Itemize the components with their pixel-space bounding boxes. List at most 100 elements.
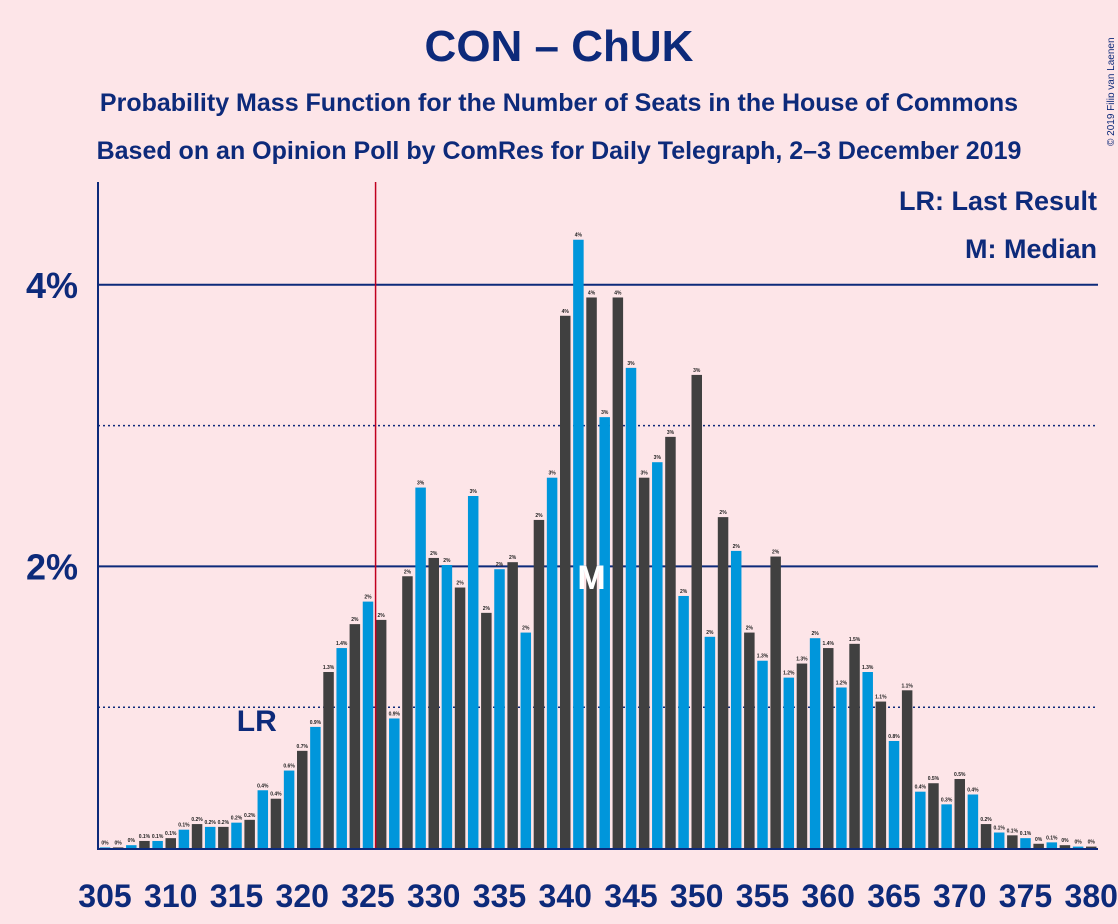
bar xyxy=(139,840,150,848)
bar-value-label: 2% xyxy=(351,617,359,623)
bar-value-label: 0.9% xyxy=(389,711,401,717)
bar xyxy=(481,612,492,848)
bar xyxy=(560,315,571,848)
bar xyxy=(901,690,913,848)
bar-value-label: 0% xyxy=(1074,840,1082,846)
legend-entry: LR: Last Result xyxy=(899,186,1097,216)
bar-value-label: 1.2% xyxy=(836,680,848,686)
bar-value-label: 0.1% xyxy=(178,823,190,829)
axes: 2% 4% 305 310 315 320 325 330 335 340 345 350 355 360… xyxy=(26,182,1118,914)
bar xyxy=(494,569,505,848)
legend-entry: M: Median xyxy=(965,234,1097,264)
last-result-label: LR xyxy=(237,705,277,738)
bar xyxy=(638,477,650,848)
bar xyxy=(178,829,190,848)
x-tick-label: 305 xyxy=(78,878,131,914)
bar-value-label: 4% xyxy=(588,290,596,296)
bar xyxy=(691,374,702,848)
x-tick-label: 330 xyxy=(407,878,460,914)
bar xyxy=(454,587,466,848)
bar-value-label: 3% xyxy=(627,361,635,367)
bar xyxy=(112,847,124,848)
bar xyxy=(836,687,847,848)
bar-value-label: 0% xyxy=(1061,838,1069,844)
bar-value-label: 2% xyxy=(522,626,530,632)
bar xyxy=(875,701,887,848)
bar xyxy=(599,417,610,848)
bar-value-label: 0.1% xyxy=(165,831,177,837)
bar xyxy=(625,367,637,848)
chart-subtitle: Probability Mass Function for the Number… xyxy=(99,89,1019,117)
bar xyxy=(1072,846,1084,848)
bar-value-label: 0.2% xyxy=(204,820,216,826)
bar-value-label: 1.1% xyxy=(875,695,887,701)
x-tick-label: 360 xyxy=(802,878,855,914)
bar-value-label: 2% xyxy=(404,569,412,575)
bar xyxy=(336,648,347,848)
bar-value-label: 2% xyxy=(772,550,780,556)
bar xyxy=(980,824,992,848)
bar xyxy=(546,477,558,848)
bar xyxy=(349,624,361,848)
bar xyxy=(1059,845,1071,848)
bar-value-label: 4% xyxy=(614,290,622,296)
bar xyxy=(244,819,255,848)
bar xyxy=(783,677,795,848)
bar-value-label: 0.7% xyxy=(297,744,309,750)
bar-value-label: 2% xyxy=(496,562,504,568)
bar-value-label: 4% xyxy=(575,233,583,239)
bar xyxy=(467,496,479,848)
x-tick-label: 340 xyxy=(539,878,592,914)
bar-value-label: 0.1% xyxy=(139,834,151,840)
gridlines xyxy=(98,283,1098,708)
bar-value-label: 2% xyxy=(443,558,451,564)
bar-value-label: 0.1% xyxy=(1020,831,1032,837)
bar xyxy=(191,824,203,848)
bar xyxy=(573,239,584,848)
x-tick-label: 355 xyxy=(736,878,789,914)
x-tick-label: 335 xyxy=(473,878,526,914)
x-tick-label: 325 xyxy=(341,878,394,914)
bar xyxy=(415,487,426,848)
bar-value-label: 3% xyxy=(654,455,662,461)
bar-value-label: 0.4% xyxy=(257,783,269,789)
bar xyxy=(1086,846,1097,848)
bar xyxy=(967,794,979,848)
bar xyxy=(218,826,229,848)
bar xyxy=(520,632,532,848)
bar-value-label: 0.5% xyxy=(954,772,966,778)
bar xyxy=(744,632,755,848)
bar xyxy=(586,297,597,848)
bar xyxy=(717,517,729,848)
bar-value-label: 0.1% xyxy=(152,834,164,840)
bar-value-label: 3% xyxy=(470,489,478,495)
bar-value-label: 0.1% xyxy=(993,826,1005,832)
bar-value-label: 2% xyxy=(719,510,727,516)
bar-value-label: 2% xyxy=(456,581,464,587)
bar xyxy=(297,750,308,848)
bar xyxy=(310,726,321,848)
bar xyxy=(165,838,176,848)
bar xyxy=(849,643,860,848)
bar xyxy=(665,436,676,848)
bar xyxy=(257,790,269,848)
bar-value-label: 2% xyxy=(680,589,688,595)
bar xyxy=(954,779,965,848)
bar-value-label: 0% xyxy=(101,840,109,846)
bar-value-label: 0.2% xyxy=(244,813,256,819)
bar-value-label: 4% xyxy=(562,309,570,315)
bar xyxy=(389,718,400,848)
copyright-note: © 2019 Filip van Laenen xyxy=(1106,37,1114,146)
x-tick-label: 310 xyxy=(144,878,197,914)
bar-value-label: 1.3% xyxy=(323,665,335,671)
x-tick-label: 350 xyxy=(670,878,723,914)
bar xyxy=(1007,835,1018,848)
bar xyxy=(809,638,821,848)
bar xyxy=(823,648,834,848)
bar-value-label: 0.1% xyxy=(1046,835,1058,841)
bar xyxy=(941,804,952,848)
x-tick-label: 370 xyxy=(933,878,986,914)
bar xyxy=(796,663,808,848)
bar xyxy=(270,798,282,848)
bar-value-label: 3% xyxy=(548,471,556,477)
